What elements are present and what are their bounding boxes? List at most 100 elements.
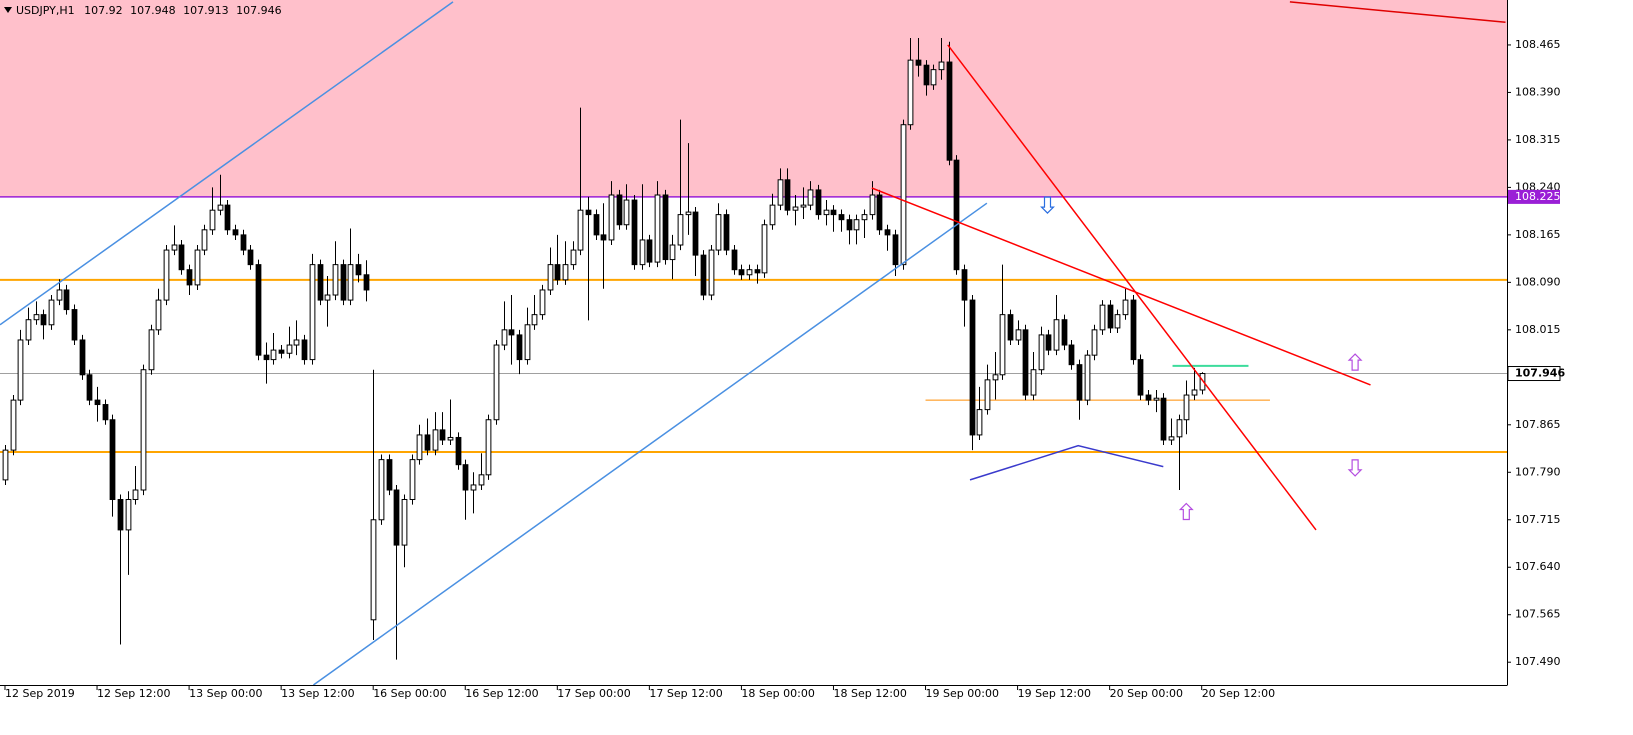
candle-body [1176,419,1183,438]
candle-body [946,61,953,161]
candle-body [324,294,331,301]
candle-body [470,484,477,491]
candle-body [1045,334,1052,351]
candle-body [769,204,776,226]
header-close: 107.946 [236,4,282,17]
candle-body [585,209,592,216]
candle-body [232,229,239,236]
candle-body [148,329,155,371]
candle-body [439,429,446,441]
candle-body [1145,394,1152,401]
candle-body [1153,397,1160,401]
candle-body [1199,373,1206,391]
candle-body [255,264,262,356]
chart-header: USDJPY,H1 107.92 107.948 107.913 107.946 [16,4,282,17]
y-tick-label: 108.015 [1515,323,1561,336]
candle-body [723,214,730,251]
candle-body [40,314,47,326]
candle-body [378,459,385,521]
candle-body [900,124,907,266]
candle-body [1160,397,1167,441]
x-tick-label: 20 Sep 12:00 [1202,687,1275,700]
candle-body [807,189,814,206]
candle-body [247,249,254,266]
x-tick-label: 13 Sep 12:00 [281,687,354,700]
candle-body [401,499,408,546]
x-tick-label: 20 Sep 00:00 [1110,687,1183,700]
candle-body [171,244,178,251]
candle-body [853,219,860,231]
candle-body [10,399,17,451]
y-tick-label: 107.490 [1515,655,1561,668]
trendline [0,1,454,326]
price-level-box [1508,189,1560,204]
candle-body [386,459,393,491]
header-high: 107.948 [130,4,176,17]
candle-body [1038,334,1045,371]
x-tick-label: 17 Sep 00:00 [557,687,630,700]
candle-body [1076,364,1083,401]
candle-body [155,299,162,331]
candle-body [616,194,623,226]
candle-body [570,249,577,266]
x-tick-label: 13 Sep 00:00 [189,687,262,700]
candle-body [209,209,216,231]
candle-body [623,199,630,226]
candle-body [892,234,899,266]
candle-body [1191,389,1198,396]
signal-arrow [1347,459,1363,477]
candle-body [71,309,78,341]
candle-body [1114,314,1121,329]
candle-body [539,289,546,316]
y-tick-label: 107.640 [1515,560,1561,573]
x-tick-label: 19 Sep 00:00 [926,687,999,700]
candle-body [869,194,876,216]
bid-box [1507,366,1561,382]
candle-body [531,314,538,326]
candle-body [355,264,362,276]
menu-triangle[interactable] [4,7,12,13]
x-tick-label: 18 Sep 12:00 [833,687,906,700]
candle-body [263,354,270,361]
candle-body [447,436,454,441]
candle-body [1122,299,1129,316]
candle-body [554,264,561,281]
symbol: USDJPY,H1 [16,4,75,17]
candle-body [293,339,300,346]
trendline [969,444,1164,481]
x-tick-label: 19 Sep 12:00 [1018,687,1091,700]
candle-body [577,209,584,251]
candle-body [746,269,753,276]
candle-body [462,464,469,491]
y-tick-label: 107.790 [1515,465,1561,478]
candle-body [600,234,607,241]
y-tick-label: 107.565 [1515,608,1561,621]
plot-area [0,0,1507,686]
candle-body [992,374,999,381]
candle-body [669,244,676,261]
signal-arrow [1347,353,1363,371]
trendline [1289,1,1506,23]
candle-body [654,194,661,263]
candle-body [370,519,377,621]
candle-body [761,224,768,274]
candle-body [907,59,914,126]
candle-body [999,314,1006,376]
candle-body [692,211,699,256]
candle-body [270,349,277,361]
candle-body [1053,319,1060,351]
candle-body [715,214,722,251]
y-tick-label: 107.715 [1515,513,1561,526]
candle-body [416,434,423,461]
candle-body [1091,329,1098,356]
supply-zone [0,0,1507,197]
candle-body [1084,354,1091,401]
candle-body [631,199,638,266]
candle-body [140,369,147,491]
candle-body [478,474,485,486]
candle-body [1107,304,1114,329]
candle-body [278,349,285,354]
x-tick-label: 16 Sep 00:00 [373,687,446,700]
candle-body [301,339,308,361]
